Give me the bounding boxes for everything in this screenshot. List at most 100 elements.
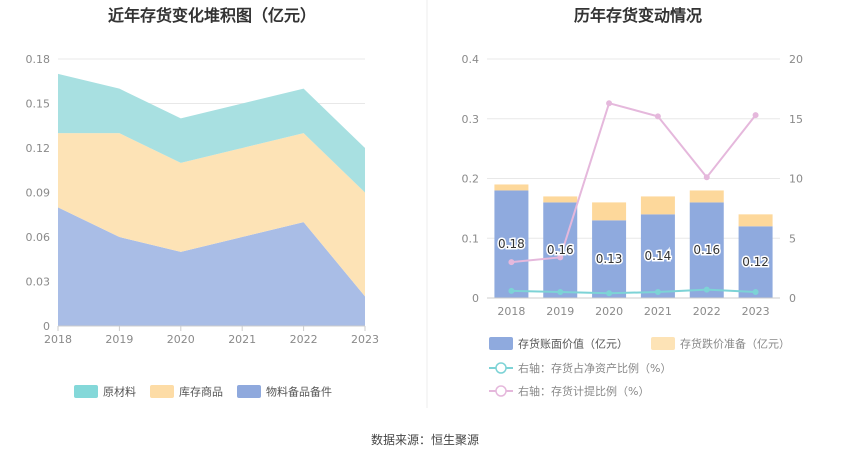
area-series-finished-goods[interactable]: [58, 133, 365, 297]
right-left-y-tick-label: 0.3: [462, 113, 480, 126]
right-chart-grid: [487, 58, 780, 299]
legend-swatch-raw-material: [74, 385, 98, 398]
right-legend: 存货账面价值（亿元） 存货跌价准备（亿元） 右轴：存货占净资产比例（%） 右轴：…: [489, 337, 790, 398]
left-chart-y-axis: 0 0.03 0.06 0.09 0.12 0.15 0.18: [26, 53, 51, 333]
point-net-asset-ratio[interactable]: [703, 286, 710, 293]
right-left-y-tick-label: 0: [472, 292, 479, 305]
left-x-tick-label: 2018: [44, 333, 72, 346]
area-series-raw-material[interactable]: [58, 73, 365, 193]
bar-impairment[interactable]: [543, 196, 578, 203]
legend-item-spare-parts[interactable]: 物料备品备件: [237, 385, 332, 399]
right-x-tick-label: 2020: [595, 305, 623, 318]
legend-item-impairment[interactable]: 存货跌价准备（亿元）: [651, 337, 790, 351]
left-y-tick-label: 0.09: [26, 187, 51, 200]
point-net-asset-ratio[interactable]: [654, 289, 661, 296]
bar-impairment[interactable]: [640, 196, 675, 215]
legend-item-finished-goods[interactable]: 库存商品: [150, 385, 223, 399]
left-y-tick-label: 0.06: [26, 231, 51, 244]
right-right-y-tick-label: 15: [789, 113, 803, 126]
bar-book-value[interactable]: [640, 214, 675, 298]
bar-value-label: 0.16: [693, 243, 720, 257]
bar-impairment[interactable]: [738, 214, 773, 227]
legend-swatch-finished-goods: [150, 385, 174, 398]
right-chart-bars: [494, 184, 773, 298]
right-right-y-tick-label: 10: [789, 173, 803, 186]
bar-value-label: 0.12: [742, 255, 769, 269]
legend-marker-provision-ratio: [495, 385, 507, 397]
right-right-y-tick-label: 5: [789, 232, 796, 245]
point-provision-ratio[interactable]: [606, 100, 613, 107]
right-chart-x-axis: 2018 2019 2020 2021 2022 2023: [487, 297, 780, 318]
bar-value-label: 0.16: [547, 243, 574, 257]
point-net-asset-ratio[interactable]: [557, 289, 564, 296]
line-provision-ratio[interactable]: [511, 101, 757, 264]
data-source: 数据来源：恒生聚源: [371, 432, 479, 447]
point-provision-ratio[interactable]: [654, 113, 661, 120]
point-net-asset-ratio[interactable]: [752, 289, 759, 296]
left-chart-x-axis: 2018 2019 2020 2021 2022 2023: [44, 325, 379, 346]
legend-marker-net-asset-ratio: [495, 362, 507, 374]
left-y-tick-label: 0.12: [26, 142, 51, 155]
legend-label-impairment: 存货跌价准备（亿元）: [680, 337, 790, 351]
right-x-tick-label: 2023: [742, 305, 770, 318]
bar-book-value[interactable]: [689, 202, 724, 298]
point-net-asset-ratio[interactable]: [606, 290, 613, 297]
bar-value-label: 0.13: [596, 252, 623, 266]
right-right-y-tick-label: 0: [789, 292, 796, 305]
right-x-tick-label: 2019: [546, 305, 574, 318]
line-net-asset-ratio[interactable]: [511, 288, 756, 295]
left-legend: 原材料 库存商品 物料备品备件: [74, 385, 332, 399]
left-y-tick-label: 0: [43, 320, 50, 333]
right-chart-title: 历年存货变动情况: [574, 6, 702, 25]
legend-item-raw-material[interactable]: 原材料: [74, 385, 136, 399]
point-provision-ratio[interactable]: [557, 254, 564, 261]
point-provision-ratio[interactable]: [703, 174, 710, 181]
legend-item-provision-ratio[interactable]: 右轴：存货计提比例（%）: [489, 384, 649, 398]
left-chart-areas: [58, 73, 365, 326]
bar-impairment[interactable]: [494, 184, 529, 191]
point-provision-ratio[interactable]: [752, 112, 759, 119]
legend-label-spare-parts: 物料备品备件: [266, 385, 332, 399]
legend-label-raw-material: 原材料: [103, 385, 136, 399]
left-chart-title: 近年存货变化堆积图（亿元）: [108, 6, 316, 25]
left-y-tick-label: 0.18: [26, 53, 51, 66]
left-x-tick-label: 2021: [228, 333, 256, 346]
right-x-tick-label: 2021: [644, 305, 672, 318]
right-chart-left-axis: 0 0.1 0.2 0.3 0.4: [462, 53, 480, 305]
legend-item-book-value[interactable]: 存货账面价值（亿元）: [489, 337, 628, 351]
bar-book-value[interactable]: [738, 226, 773, 298]
right-x-tick-label: 2018: [497, 305, 525, 318]
left-x-tick-label: 2020: [167, 333, 195, 346]
bar-book-value[interactable]: [592, 220, 627, 298]
legend-label-provision-ratio: 右轴：存货计提比例（%）: [518, 384, 649, 398]
right-left-y-tick-label: 0.1: [462, 232, 480, 245]
left-y-tick-label: 0.03: [26, 276, 51, 289]
right-chart-right-axis: 0 5 10 15 20: [789, 53, 803, 305]
bar-book-value[interactable]: [494, 190, 529, 298]
right-right-y-tick-label: 20: [789, 53, 803, 66]
left-y-tick-label: 0.15: [26, 98, 51, 111]
bar-value-label: 0.14: [645, 249, 672, 263]
legend-swatch-spare-parts: [237, 385, 261, 398]
right-x-tick-label: 2022: [693, 305, 721, 318]
left-x-tick-label: 2023: [351, 333, 379, 346]
point-net-asset-ratio[interactable]: [508, 287, 515, 294]
right-left-y-tick-label: 0.4: [462, 53, 480, 66]
area-series-spare-parts[interactable]: [58, 207, 365, 326]
legend-label-book-value: 存货账面价值（亿元）: [518, 337, 628, 351]
bar-impairment[interactable]: [592, 202, 627, 221]
bar-impairment[interactable]: [689, 190, 724, 203]
right-chart-lines: [508, 100, 759, 297]
legend-swatch-book-value: [489, 337, 513, 350]
legend-swatch-impairment: [651, 337, 675, 350]
right-left-y-tick-label: 0.2: [462, 173, 480, 186]
bar-value-label: 0.18: [498, 237, 525, 251]
left-x-tick-label: 2019: [105, 333, 133, 346]
right-chart-bar-labels: 0.18 0.16 0.13 0.14 0.16 0.12: [497, 236, 771, 271]
legend-item-net-asset-ratio[interactable]: 右轴：存货占净资产比例（%）: [489, 361, 671, 375]
left-x-tick-label: 2022: [290, 333, 318, 346]
point-provision-ratio[interactable]: [508, 259, 515, 266]
legend-label-net-asset-ratio: 右轴：存货占净资产比例（%）: [518, 361, 671, 375]
